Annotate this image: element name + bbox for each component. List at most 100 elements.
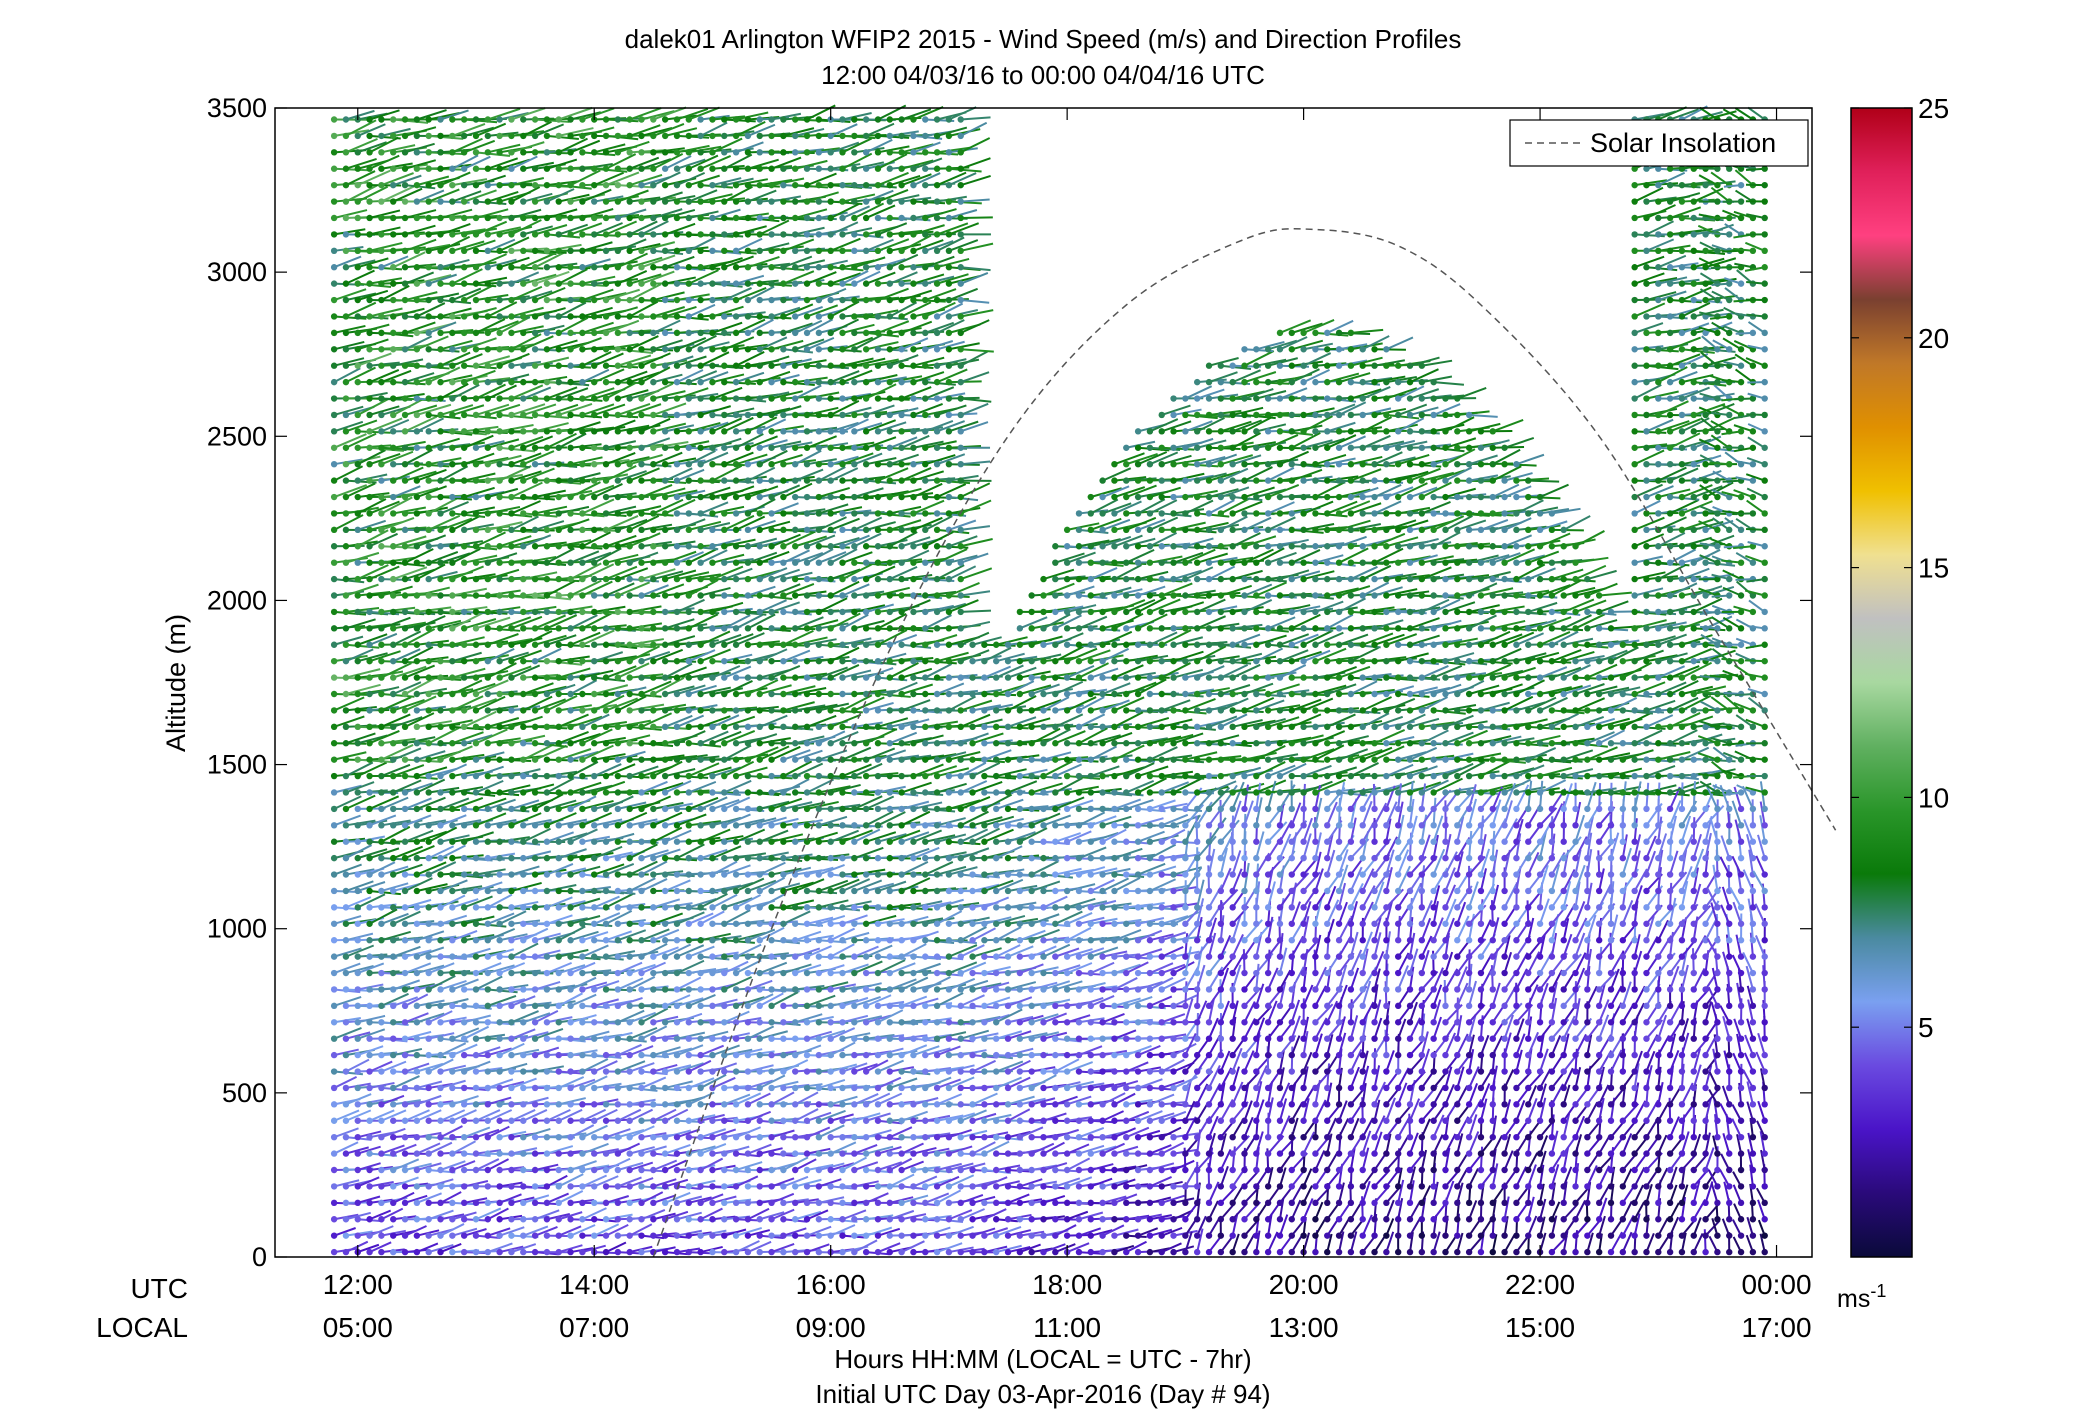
wind-barb-dot xyxy=(543,526,551,534)
wind-barb-dot xyxy=(614,707,622,714)
wind-barb-dot xyxy=(508,543,515,550)
wind-barb-shaft xyxy=(345,705,377,712)
wind-barb-dot xyxy=(721,772,728,780)
wind-barb-dot xyxy=(697,657,704,665)
wind-barb-dot xyxy=(614,690,622,698)
wind-barb-dot xyxy=(650,707,657,714)
wind-barb-shaft xyxy=(345,794,376,810)
wind-barb-dot xyxy=(401,329,409,337)
wind-barb-dot xyxy=(520,543,527,550)
wind-barb-shaft xyxy=(333,228,366,236)
wind-barb-dot xyxy=(531,149,539,156)
wind-barb-dot xyxy=(626,740,633,747)
wind-barb-dot xyxy=(673,444,681,451)
wind-barb-shaft xyxy=(357,529,389,548)
wind-barb-dot xyxy=(425,986,432,993)
wind-barb-dot xyxy=(378,116,385,123)
wind-barb-dot xyxy=(661,395,669,402)
wind-barb-dot xyxy=(732,575,740,583)
wind-barb-shaft xyxy=(357,564,389,580)
wind-barb-dot xyxy=(591,657,598,665)
wind-barb-shaft xyxy=(345,157,377,170)
wind-barb-dot xyxy=(661,986,669,993)
wind-barb-dot xyxy=(508,904,515,911)
wind-barb-dot xyxy=(508,854,515,862)
wind-barb-shaft xyxy=(381,418,410,433)
wind-barb-dot xyxy=(697,411,704,419)
wind-barb-dot xyxy=(591,969,598,977)
wind-barb-dot xyxy=(602,181,610,189)
wind-barb-dot xyxy=(413,214,421,222)
wind-barb-dot xyxy=(721,510,728,517)
wind-barb-dot xyxy=(425,838,432,845)
wind-barb-dot xyxy=(531,1068,539,1075)
wind-barb-dot xyxy=(531,1166,539,1174)
wind-barb-dot xyxy=(685,149,693,156)
wind-barb-dot xyxy=(602,740,610,747)
wind-barb-shaft xyxy=(357,492,390,499)
wind-barb-dot xyxy=(661,772,669,780)
wind-barb-shaft xyxy=(605,364,639,369)
wind-barb-dot xyxy=(425,690,432,698)
wind-barb-dot xyxy=(531,887,539,895)
wind-barb-dot xyxy=(401,969,409,977)
wind-barb-dot xyxy=(721,871,728,878)
wind-barb-shaft xyxy=(334,610,367,616)
wind-barb-shaft xyxy=(499,413,533,420)
wind-barb-shaft xyxy=(546,233,581,239)
wind-barb-dot xyxy=(626,969,633,977)
wind-barb-dot xyxy=(555,198,562,205)
wind-barb-dot xyxy=(697,1166,704,1174)
wind-barb-dot xyxy=(602,575,610,583)
wind-barb-dot xyxy=(709,1216,716,1223)
wind-barb-dot xyxy=(342,460,350,468)
wind-barb-dot xyxy=(591,789,598,796)
wind-barb-dot xyxy=(555,1248,562,1256)
wind-barb-dot xyxy=(437,575,444,583)
wind-barb-dot xyxy=(472,937,480,944)
wind-barb-dot xyxy=(425,280,432,287)
wind-barb-dot xyxy=(721,313,728,320)
wind-barb-dot xyxy=(378,789,385,796)
wind-barb-dot xyxy=(602,411,610,419)
wind-barb-dot xyxy=(579,346,586,353)
wind-barb-dot xyxy=(661,887,669,895)
wind-barb-dot xyxy=(413,1117,421,1124)
wind-barb-dot xyxy=(614,1051,622,1059)
wind-barb-shaft xyxy=(345,607,380,613)
wind-barb-dot xyxy=(437,1199,444,1207)
wind-barb-dot xyxy=(354,608,361,616)
wind-barb-dot xyxy=(579,822,586,829)
wind-barb-dot xyxy=(579,444,586,451)
wind-barb-dot xyxy=(390,280,397,287)
wind-barb-dot xyxy=(638,608,645,616)
wind-barb-shaft xyxy=(381,912,409,925)
wind-barb-dot xyxy=(472,740,480,747)
wind-barb-dot xyxy=(638,904,645,911)
wind-barb-dot xyxy=(401,854,409,862)
wind-barb-dot xyxy=(425,1166,432,1174)
wind-barb-dot xyxy=(591,1035,598,1042)
wind-barb-shaft xyxy=(334,837,366,843)
wind-barb-dot xyxy=(354,969,361,977)
wind-barb-dot xyxy=(579,1248,586,1256)
wind-barb-dot xyxy=(685,493,693,501)
wind-barb-dot xyxy=(520,740,527,747)
wind-barb-dot xyxy=(602,231,610,238)
wind-barb-dot xyxy=(449,1019,456,1026)
wind-barb-dot xyxy=(390,329,397,337)
wind-barb-dot xyxy=(378,181,385,189)
wind-barb-dot xyxy=(543,871,551,878)
wind-barb-dot xyxy=(378,1002,385,1010)
wind-barb-dot xyxy=(626,1084,633,1092)
wind-barb-dot xyxy=(721,1101,728,1108)
wind-barb-dot xyxy=(650,1101,657,1108)
wind-barb-dot xyxy=(591,674,598,681)
wind-barb-shaft xyxy=(357,893,386,909)
wind-barb-dot xyxy=(709,313,716,320)
wind-barb-dot xyxy=(342,920,350,927)
wind-barb-dot xyxy=(697,674,704,681)
wind-barb-dot xyxy=(543,937,551,944)
wind-barb-dot xyxy=(709,1150,716,1157)
wind-barb-shaft xyxy=(357,725,393,729)
